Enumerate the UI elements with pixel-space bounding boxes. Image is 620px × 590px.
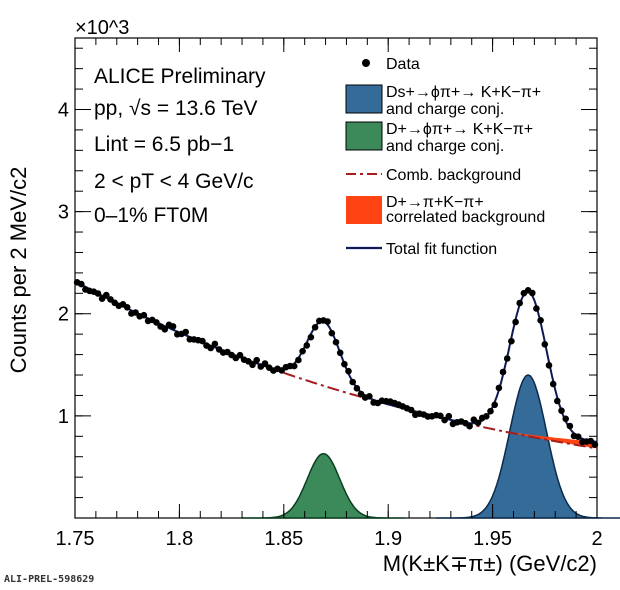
x-tick-label: 1.75 xyxy=(56,528,95,550)
data-point xyxy=(303,342,311,349)
legend-label-comb: Comb. background xyxy=(386,167,521,184)
data-point xyxy=(324,318,331,325)
data-point xyxy=(499,368,507,376)
data-point xyxy=(207,344,214,352)
data-point xyxy=(103,291,110,299)
data-points xyxy=(73,279,599,449)
info-multiplicity: 0–1% FT0M xyxy=(94,204,208,227)
signal-fills xyxy=(242,374,620,519)
data-point xyxy=(78,280,85,288)
data-point xyxy=(549,380,557,388)
data-point xyxy=(495,384,503,392)
x-tick-label: 2 xyxy=(591,528,602,550)
legend-label-ds-2: and charge conj. xyxy=(386,101,504,118)
data-point xyxy=(299,347,306,355)
data-point xyxy=(153,319,160,326)
data-point xyxy=(541,341,549,348)
ds-signal-fill xyxy=(436,374,620,519)
data-point xyxy=(353,385,361,392)
data-point xyxy=(94,290,102,297)
legend-marker-data xyxy=(362,59,370,67)
legend-label-corr-2: correlated background xyxy=(386,209,545,226)
data-point xyxy=(545,362,553,369)
legend-label-data: Data xyxy=(386,56,420,73)
y-multiplier: ×10^3 xyxy=(75,17,129,39)
data-point xyxy=(123,304,131,311)
data-point xyxy=(295,356,302,364)
data-point xyxy=(253,356,260,364)
data-point xyxy=(182,328,189,336)
data-point xyxy=(307,333,315,341)
y-tick-label: 1 xyxy=(58,406,69,428)
data-point xyxy=(441,416,448,424)
legend-label-dplus-2: and charge conj. xyxy=(386,138,504,155)
info-luminosity: Lint = 6.5 pb−1 xyxy=(94,133,234,156)
data-point xyxy=(211,340,219,348)
data-point xyxy=(474,419,482,427)
data-point xyxy=(169,323,177,330)
legend-swatch-corr xyxy=(346,196,382,224)
x-tick-label: 1.85 xyxy=(264,528,303,550)
data-point xyxy=(437,412,444,420)
data-point xyxy=(236,351,244,359)
data-point xyxy=(336,349,344,357)
data-point xyxy=(487,407,494,415)
data-point xyxy=(140,311,148,319)
data-point xyxy=(345,367,352,375)
data-point xyxy=(249,361,256,369)
axis-ticks: 1.751.81.851.91.9522.051234 xyxy=(56,38,603,550)
y-axis-title: Counts per 2 MeV/c2 xyxy=(6,167,31,374)
data-point xyxy=(366,393,373,400)
legend-label-ds: Ds+→ϕπ+→ K+K−π+ xyxy=(386,84,541,101)
x-tick-label: 1.9 xyxy=(374,528,402,550)
data-point xyxy=(512,318,519,326)
legend: Data Ds+→ϕπ+→ K+K−π+ and charge conj. D+… xyxy=(345,56,545,258)
data-point xyxy=(508,337,515,345)
legend-swatch-dplus xyxy=(345,121,383,151)
data-point xyxy=(349,378,357,386)
dplus-signal-fill xyxy=(242,452,405,519)
info-pt-range: 2 < pT < 4 GeV/c xyxy=(94,170,254,193)
info-collaboration: ALICE Preliminary xyxy=(94,65,266,88)
data-point xyxy=(562,415,569,423)
data-point xyxy=(529,289,536,297)
data-point xyxy=(328,329,336,337)
data-point xyxy=(516,299,523,307)
correlated-background-fill xyxy=(503,431,597,449)
data-point xyxy=(566,422,574,430)
data-point xyxy=(261,360,269,367)
x-axis-title: M(K±K∓π±) (GeV/c2) xyxy=(383,551,597,576)
y-tick-label: 4 xyxy=(58,99,69,121)
data-point xyxy=(491,401,499,409)
data-point xyxy=(537,317,544,324)
data-point xyxy=(199,337,206,345)
data-point xyxy=(591,441,599,449)
data-point xyxy=(574,433,582,441)
data-point xyxy=(332,338,340,346)
data-point xyxy=(445,412,453,420)
data-point xyxy=(311,324,319,331)
x-tick-label: 1.95 xyxy=(473,528,512,550)
data-point xyxy=(161,326,169,333)
legend-label-dplus: D+→ϕπ+→ K+K−π+ xyxy=(386,121,533,138)
info-system: pp, √s = 13.6 TeV xyxy=(94,97,258,120)
data-point xyxy=(558,407,565,415)
data-point xyxy=(290,362,298,370)
data-point xyxy=(341,360,348,368)
legend-label-corr: D+→π+K−π+ xyxy=(386,194,484,211)
y-tick-label: 3 xyxy=(58,202,69,224)
data-point xyxy=(554,397,561,405)
figure-id: ALI-PREL-598629 xyxy=(4,574,95,585)
data-point xyxy=(466,422,473,430)
x-tick-label: 1.8 xyxy=(165,528,193,550)
legend-swatch-ds xyxy=(345,84,383,114)
data-point xyxy=(503,355,511,362)
y-tick-label: 2 xyxy=(58,304,69,326)
data-point xyxy=(483,413,490,420)
legend-label-total: Total fit function xyxy=(386,241,497,258)
data-point xyxy=(407,406,415,414)
data-point xyxy=(533,305,540,312)
